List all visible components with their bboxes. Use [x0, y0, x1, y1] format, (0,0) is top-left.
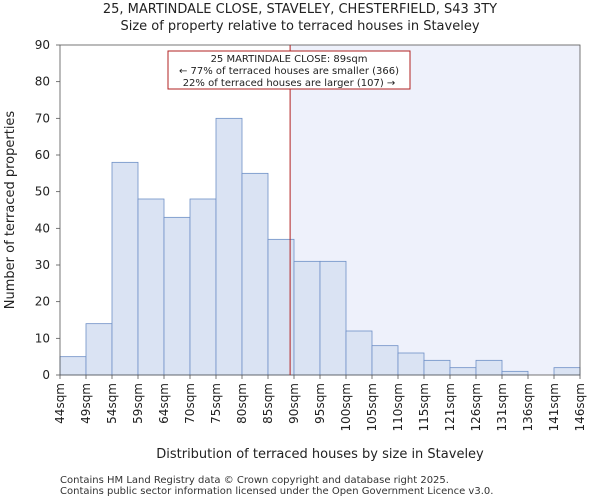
- histogram-bar: [345, 330, 373, 376]
- x-tick-label: 54sqm: [105, 383, 119, 424]
- x-tick-label: 100sqm: [339, 383, 353, 431]
- x-tick-label: 90sqm: [287, 383, 301, 424]
- annotation-line-2: ← 77% of terraced houses are smaller (36…: [179, 66, 399, 77]
- y-tick-label: 0: [42, 368, 50, 382]
- histogram-bar: [241, 172, 269, 376]
- x-tick-label: 80sqm: [235, 383, 249, 424]
- histogram-bar: [423, 359, 451, 376]
- y-tick-label: 40: [35, 221, 50, 235]
- histogram-bar: [189, 198, 217, 376]
- y-tick-label: 90: [35, 38, 50, 52]
- histogram-bar: [215, 117, 243, 376]
- annotation-box: [167, 50, 411, 90]
- x-tick-label: 44sqm: [53, 383, 67, 424]
- y-tick-label: 80: [35, 75, 50, 89]
- y-tick-label: 30: [35, 258, 50, 272]
- x-tick-label: 136sqm: [521, 383, 535, 431]
- histogram-bar: [371, 345, 399, 376]
- x-tick-label: 85sqm: [261, 383, 275, 424]
- x-tick-label: 70sqm: [183, 383, 197, 424]
- x-axis-label: Distribution of terraced houses by size …: [156, 447, 484, 462]
- x-tick-label: 146sqm: [573, 383, 587, 431]
- x-tick-label: 131sqm: [495, 383, 509, 431]
- property-annotation: 25 MARTINDALE CLOSE: 89sqm ← 77% of terr…: [167, 50, 411, 90]
- y-tick-label: 70: [35, 111, 50, 125]
- histogram-bar: [397, 352, 425, 376]
- x-tick-label: 126sqm: [469, 383, 483, 431]
- histogram-bar: [163, 216, 191, 376]
- chart-title: 25, MARTINDALE CLOSE, STAVELEY, CHESTERF…: [102, 2, 498, 17]
- histogram-bar: [553, 367, 581, 376]
- x-tick-label: 95sqm: [313, 383, 327, 424]
- x-tick-label: 115sqm: [417, 383, 431, 431]
- x-tick-label: 59sqm: [131, 383, 145, 424]
- y-axis-label: Number of terraced properties: [3, 111, 18, 310]
- histogram-bar: [449, 367, 477, 376]
- y-tick-label: 50: [35, 185, 50, 199]
- x-tick-label: 105sqm: [365, 383, 379, 431]
- y-tick-label: 20: [35, 295, 50, 309]
- histogram-bar: [85, 323, 113, 376]
- histogram-bar: [137, 198, 165, 376]
- footer-line-2: Contains public sector information licen…: [60, 486, 494, 497]
- histogram-bar: [111, 161, 139, 376]
- histogram-bar: [293, 260, 321, 376]
- histogram-bar: [501, 370, 529, 376]
- histogram-bar: [59, 356, 87, 376]
- chart-subtitle: Size of property relative to terraced ho…: [120, 19, 480, 34]
- annotation-line-1: 25 MARTINDALE CLOSE: 89sqm: [211, 54, 368, 65]
- histogram-bar: [319, 260, 347, 376]
- x-tick-label: 75sqm: [209, 383, 223, 424]
- y-tick-label: 60: [35, 148, 50, 162]
- x-tick-label: 64sqm: [157, 383, 171, 424]
- histogram-bar: [475, 359, 503, 376]
- y-tick-label: 10: [35, 331, 50, 345]
- annotation-line-3: 22% of terraced houses are larger (107) …: [183, 78, 396, 89]
- x-tick-label: 110sqm: [391, 383, 405, 431]
- x-tick-label: 49sqm: [79, 383, 93, 424]
- x-tick-label: 141sqm: [547, 383, 561, 431]
- x-tick-label: 121sqm: [443, 383, 457, 431]
- footer-line-1: Contains HM Land Registry data © Crown c…: [60, 475, 449, 486]
